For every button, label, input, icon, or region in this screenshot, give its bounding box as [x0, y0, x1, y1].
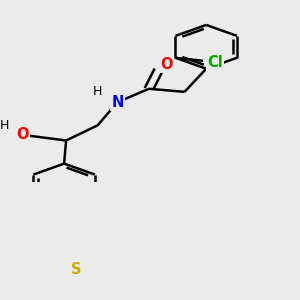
- Text: O: O: [160, 57, 173, 72]
- Text: H: H: [0, 119, 10, 132]
- Text: N: N: [111, 95, 124, 110]
- Text: Cl: Cl: [207, 55, 223, 70]
- Text: H: H: [93, 85, 102, 98]
- Text: S: S: [70, 262, 81, 277]
- Text: O: O: [16, 127, 29, 142]
